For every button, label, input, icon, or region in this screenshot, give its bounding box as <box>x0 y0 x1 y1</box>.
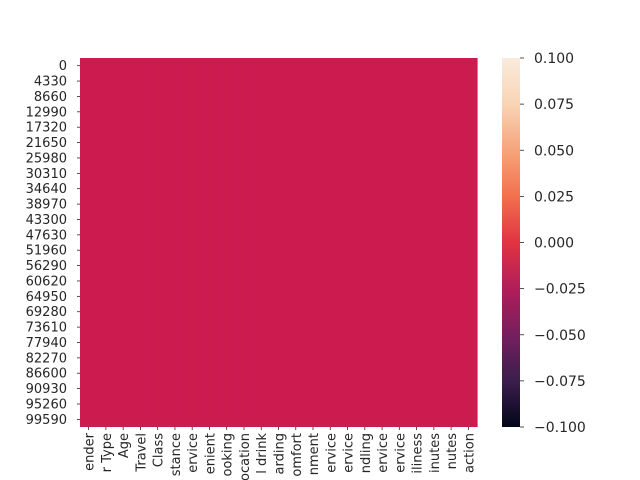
colorbar-tick-label: 0.100 <box>534 51 574 67</box>
colorbar: 0.100 0.075 0.050 0.025 0.000 −0.025 −0.050 −0.… <box>502 51 586 436</box>
colorbar-tick-label: −0.100 <box>534 420 586 436</box>
heatmap-column <box>235 58 254 427</box>
x-tick-label: enient <box>203 433 218 474</box>
heatmap-column <box>304 58 323 427</box>
heatmap-column <box>425 58 444 427</box>
heatmap-column <box>80 58 98 427</box>
colorbar-tick-label: 0.050 <box>534 143 574 159</box>
y-tick-label: 60620 <box>26 274 67 289</box>
heatmap-column <box>373 58 392 427</box>
heatmap-column <box>97 58 116 427</box>
y-tick-label: 38970 <box>26 198 67 213</box>
x-tick-label: l drink <box>255 433 270 474</box>
x-tick-label: arding <box>273 433 288 474</box>
y-tick-label: 86600 <box>26 367 67 382</box>
x-tick-label: Class <box>152 433 167 467</box>
y-tick-label: 95260 <box>26 397 67 412</box>
y-axis: 0433086601299017320216502598030310346403… <box>26 59 80 428</box>
x-tick-label: ooking <box>221 433 236 477</box>
heatmap-column <box>390 58 409 427</box>
x-tick-label: inutes <box>428 433 443 473</box>
y-tick-label: 64950 <box>26 290 67 305</box>
x-tick-label: Age <box>117 433 132 458</box>
x-tick-label: ndling <box>359 433 374 473</box>
y-tick-label: 73610 <box>26 321 67 336</box>
heatmap-column <box>183 58 202 427</box>
heatmap-column <box>407 58 426 427</box>
y-tick-label: 21650 <box>26 136 67 151</box>
y-tick-label: 0 <box>59 59 67 74</box>
colorbar-gradient <box>502 58 520 427</box>
y-tick-label: 99590 <box>26 413 67 428</box>
colorbar-tick-label: −0.075 <box>534 374 586 390</box>
y-tick-label: 12990 <box>26 105 67 120</box>
x-tick-label: ervice <box>376 433 391 473</box>
heatmap-column <box>338 58 357 427</box>
x-tick-label: action <box>462 433 477 473</box>
heatmap-column <box>200 58 219 427</box>
y-tick-label: 47630 <box>26 228 67 243</box>
heatmap-column <box>149 58 167 427</box>
y-tick-label: 90930 <box>26 382 67 397</box>
colorbar-tick-label: −0.050 <box>534 328 586 344</box>
heatmap-column <box>166 58 185 427</box>
y-tick-label: 43300 <box>26 213 67 228</box>
x-tick-label: ocation <box>238 433 253 480</box>
heatmap-column <box>321 58 340 427</box>
heatmap-column <box>287 58 305 427</box>
y-tick-label: 51960 <box>26 244 67 259</box>
x-axis: ender r Type Age Travel Class stance ervice eni… <box>83 427 477 480</box>
heatmap-column <box>442 58 461 427</box>
y-tick-label: 17320 <box>26 121 67 136</box>
heatmap-column <box>269 58 288 427</box>
heatmap-column <box>356 58 375 427</box>
x-tick-label: ervice <box>186 433 201 473</box>
y-tick-label: 8660 <box>34 90 67 105</box>
x-tick-label: r Type <box>100 433 115 472</box>
x-tick-label: nutes <box>445 433 460 470</box>
colorbar-tick-label: 0.000 <box>534 236 574 252</box>
x-tick-label: iliness <box>411 433 426 474</box>
y-tick-label: 30310 <box>26 167 67 182</box>
colorbar-tick-label: 0.025 <box>534 189 574 205</box>
colorbar-tick-label: 0.075 <box>534 97 574 113</box>
heatmap-column <box>459 58 478 427</box>
x-tick-label: ervice <box>342 433 357 473</box>
y-tick-label: 77940 <box>26 336 67 351</box>
x-tick-label: nment <box>307 433 322 475</box>
x-tick-label: ender <box>83 432 98 470</box>
heatmap-column <box>131 58 150 427</box>
y-tick-label: 82270 <box>26 351 67 366</box>
colorbar-tick-label: −0.025 <box>534 282 586 298</box>
y-tick-label: 4330 <box>34 75 67 90</box>
x-tick-label: omfort <box>290 433 305 477</box>
x-tick-label: ervice <box>393 433 408 473</box>
y-tick-label: 25980 <box>26 151 67 166</box>
y-tick-label: 34640 <box>26 182 67 197</box>
heatmap-column <box>218 58 236 427</box>
y-tick-label: 69280 <box>26 305 67 320</box>
x-tick-label: ervice <box>324 433 339 473</box>
x-tick-label: stance <box>169 433 184 476</box>
y-tick-label: 56290 <box>26 259 67 274</box>
x-tick-label: Travel <box>134 433 149 473</box>
heatmap-area <box>80 58 478 427</box>
heatmap-column <box>114 58 133 427</box>
heatmap-column <box>252 58 271 427</box>
